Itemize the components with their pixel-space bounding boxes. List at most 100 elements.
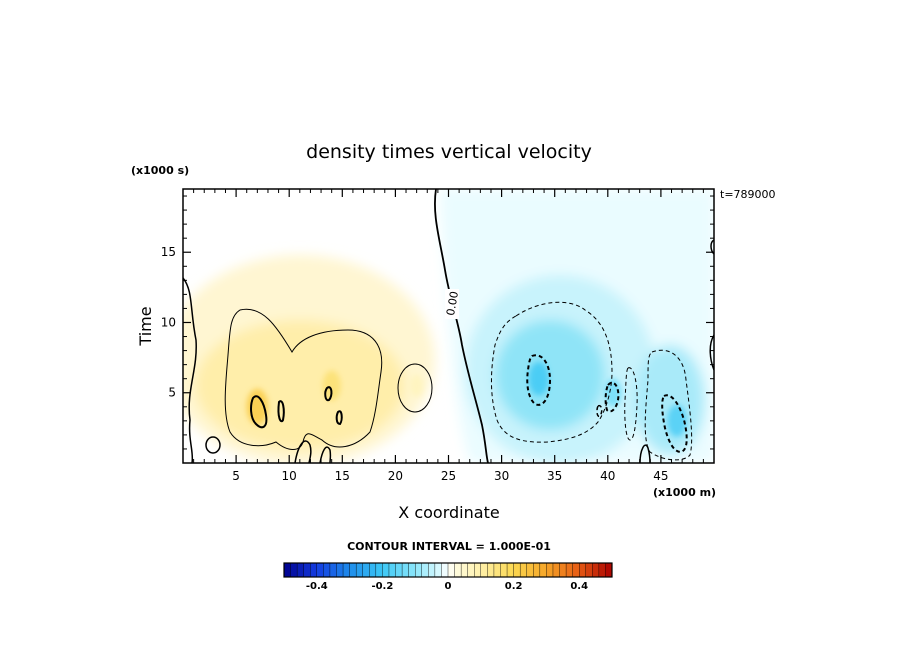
colorbar-tick-label: 0.4 bbox=[570, 581, 588, 592]
positive-region-mid bbox=[195, 320, 405, 450]
zero-contour bbox=[434, 189, 489, 463]
y-axis-label: Time bbox=[136, 306, 155, 346]
colorbar-cell bbox=[565, 562, 574, 578]
colorbar-cell bbox=[467, 562, 475, 578]
negative-peak-contour bbox=[526, 354, 552, 406]
bottom-contour-1 bbox=[294, 440, 312, 463]
negative-contour-right bbox=[644, 349, 693, 461]
x-tick-label: 10 bbox=[282, 469, 297, 483]
positive-peak-contour-4 bbox=[335, 410, 343, 426]
colorbar-cell bbox=[487, 562, 495, 578]
colorbar-cell bbox=[355, 562, 364, 578]
colorbar-tick-label: 0.2 bbox=[505, 581, 523, 592]
colorbar-cell bbox=[382, 562, 390, 578]
x-unit-label: (x1000 m) bbox=[653, 486, 716, 499]
colorbar-cell bbox=[428, 562, 436, 578]
colorbar-cell bbox=[434, 562, 442, 578]
positive-peak-contour-3 bbox=[324, 386, 333, 402]
colorbar-cell bbox=[401, 562, 410, 578]
time-label: t=789000 bbox=[720, 188, 776, 201]
x-tick-label: 15 bbox=[335, 469, 350, 483]
colorbar-cell bbox=[388, 562, 397, 578]
colorbar-cell bbox=[585, 562, 593, 578]
colorbar-cell bbox=[533, 562, 541, 578]
colorbar-cell bbox=[342, 562, 351, 578]
colorbar-cell bbox=[349, 562, 357, 578]
colorbar-cell bbox=[552, 562, 561, 578]
colorbar-cell bbox=[506, 562, 515, 578]
colorbar-cell bbox=[375, 562, 383, 578]
x-tick-label: 20 bbox=[388, 469, 403, 483]
colorbar-tick-label: 0 bbox=[445, 581, 452, 592]
colorbar-cell bbox=[598, 562, 606, 578]
colorbar-cell bbox=[454, 562, 462, 578]
colorbar-cell bbox=[329, 562, 337, 578]
x-tick-label: 45 bbox=[653, 469, 668, 483]
y-unit-label: (x1000 s) bbox=[131, 164, 189, 177]
colorbar-cell bbox=[546, 562, 554, 578]
right-edge-contour-2 bbox=[710, 239, 714, 255]
positive-contour-corner bbox=[205, 436, 221, 454]
y-tick-label: 10 bbox=[161, 315, 176, 329]
x-tick-label: 30 bbox=[494, 469, 509, 483]
colorbar-cell bbox=[336, 562, 344, 578]
colorbar-cell bbox=[415, 562, 423, 578]
x-tick-label: 25 bbox=[441, 469, 456, 483]
x-tick-label: 35 bbox=[547, 469, 562, 483]
colorbar-cell bbox=[493, 562, 501, 578]
colorbar-cell bbox=[303, 562, 311, 578]
x-axis-label: X coordinate bbox=[398, 503, 499, 522]
colorbar-cell bbox=[500, 562, 508, 578]
colorbar-cell bbox=[526, 562, 534, 578]
x-axis-ticks: 5 10 15 20 25 30 35 40 45 bbox=[193, 189, 704, 483]
plot-field: 0.00 bbox=[183, 189, 714, 463]
colorbar-cell bbox=[513, 562, 521, 578]
y-tick-label: 15 bbox=[161, 245, 176, 259]
x-tick-label: 5 bbox=[232, 469, 240, 483]
colorbar-cell bbox=[323, 562, 331, 578]
field-peak-positive-2 bbox=[409, 374, 424, 397]
colorbar-cell bbox=[283, 562, 292, 578]
negative-contour-mid bbox=[624, 367, 638, 441]
colorbar-cell bbox=[296, 562, 305, 578]
zero-contour-label-bg bbox=[445, 289, 459, 319]
colorbar-tick-label: -0.4 bbox=[306, 581, 328, 592]
x-tick-label: 40 bbox=[600, 469, 615, 483]
positive-contour-small bbox=[397, 363, 433, 413]
colorbar-cell bbox=[447, 562, 456, 578]
colorbar-cell bbox=[460, 562, 469, 578]
negative-region-right bbox=[635, 345, 705, 455]
negative-peak-contour-4 bbox=[596, 404, 603, 418]
colorbar-cell bbox=[539, 562, 547, 578]
colorbar-cell bbox=[316, 562, 324, 578]
left-edge-contour bbox=[183, 277, 197, 463]
y-axis-ticks: 5 10 15 bbox=[161, 195, 714, 450]
colorbar-cell bbox=[408, 562, 416, 578]
colorbar-cell bbox=[395, 562, 403, 578]
colorbar-cell bbox=[480, 562, 488, 578]
colorbar-cell bbox=[310, 562, 318, 578]
colorbar-tick-label: -0.2 bbox=[371, 581, 393, 592]
colorbar-cell bbox=[605, 562, 613, 578]
colorbar-cell bbox=[421, 562, 429, 578]
colorbar-cell bbox=[559, 562, 567, 578]
negative-peak-contour-3 bbox=[661, 394, 688, 454]
negative-peak-contour-2 bbox=[604, 381, 620, 413]
colorbar-cell bbox=[579, 562, 587, 578]
colorbar-cell bbox=[474, 562, 482, 578]
colorbar-cell bbox=[572, 562, 580, 578]
colorbar-cell bbox=[369, 562, 377, 578]
negative-contour bbox=[490, 301, 613, 443]
field-peak-negative-5 bbox=[667, 404, 687, 437]
positive-peak-contour bbox=[250, 395, 268, 429]
colorbar-frame bbox=[283, 562, 613, 578]
positive-contour bbox=[224, 308, 383, 450]
bottom-contour-2 bbox=[319, 446, 332, 463]
colorbar: -0.4 -0.2 0 0.2 0.4 bbox=[283, 562, 613, 592]
colorbar-cell bbox=[592, 562, 600, 578]
positive-peak-contour-2 bbox=[277, 400, 285, 423]
y-tick-label: 5 bbox=[168, 386, 176, 400]
chart-title: density times vertical velocity bbox=[306, 141, 592, 163]
colorbar-cell bbox=[441, 562, 449, 578]
colorbar-cell bbox=[290, 562, 298, 578]
